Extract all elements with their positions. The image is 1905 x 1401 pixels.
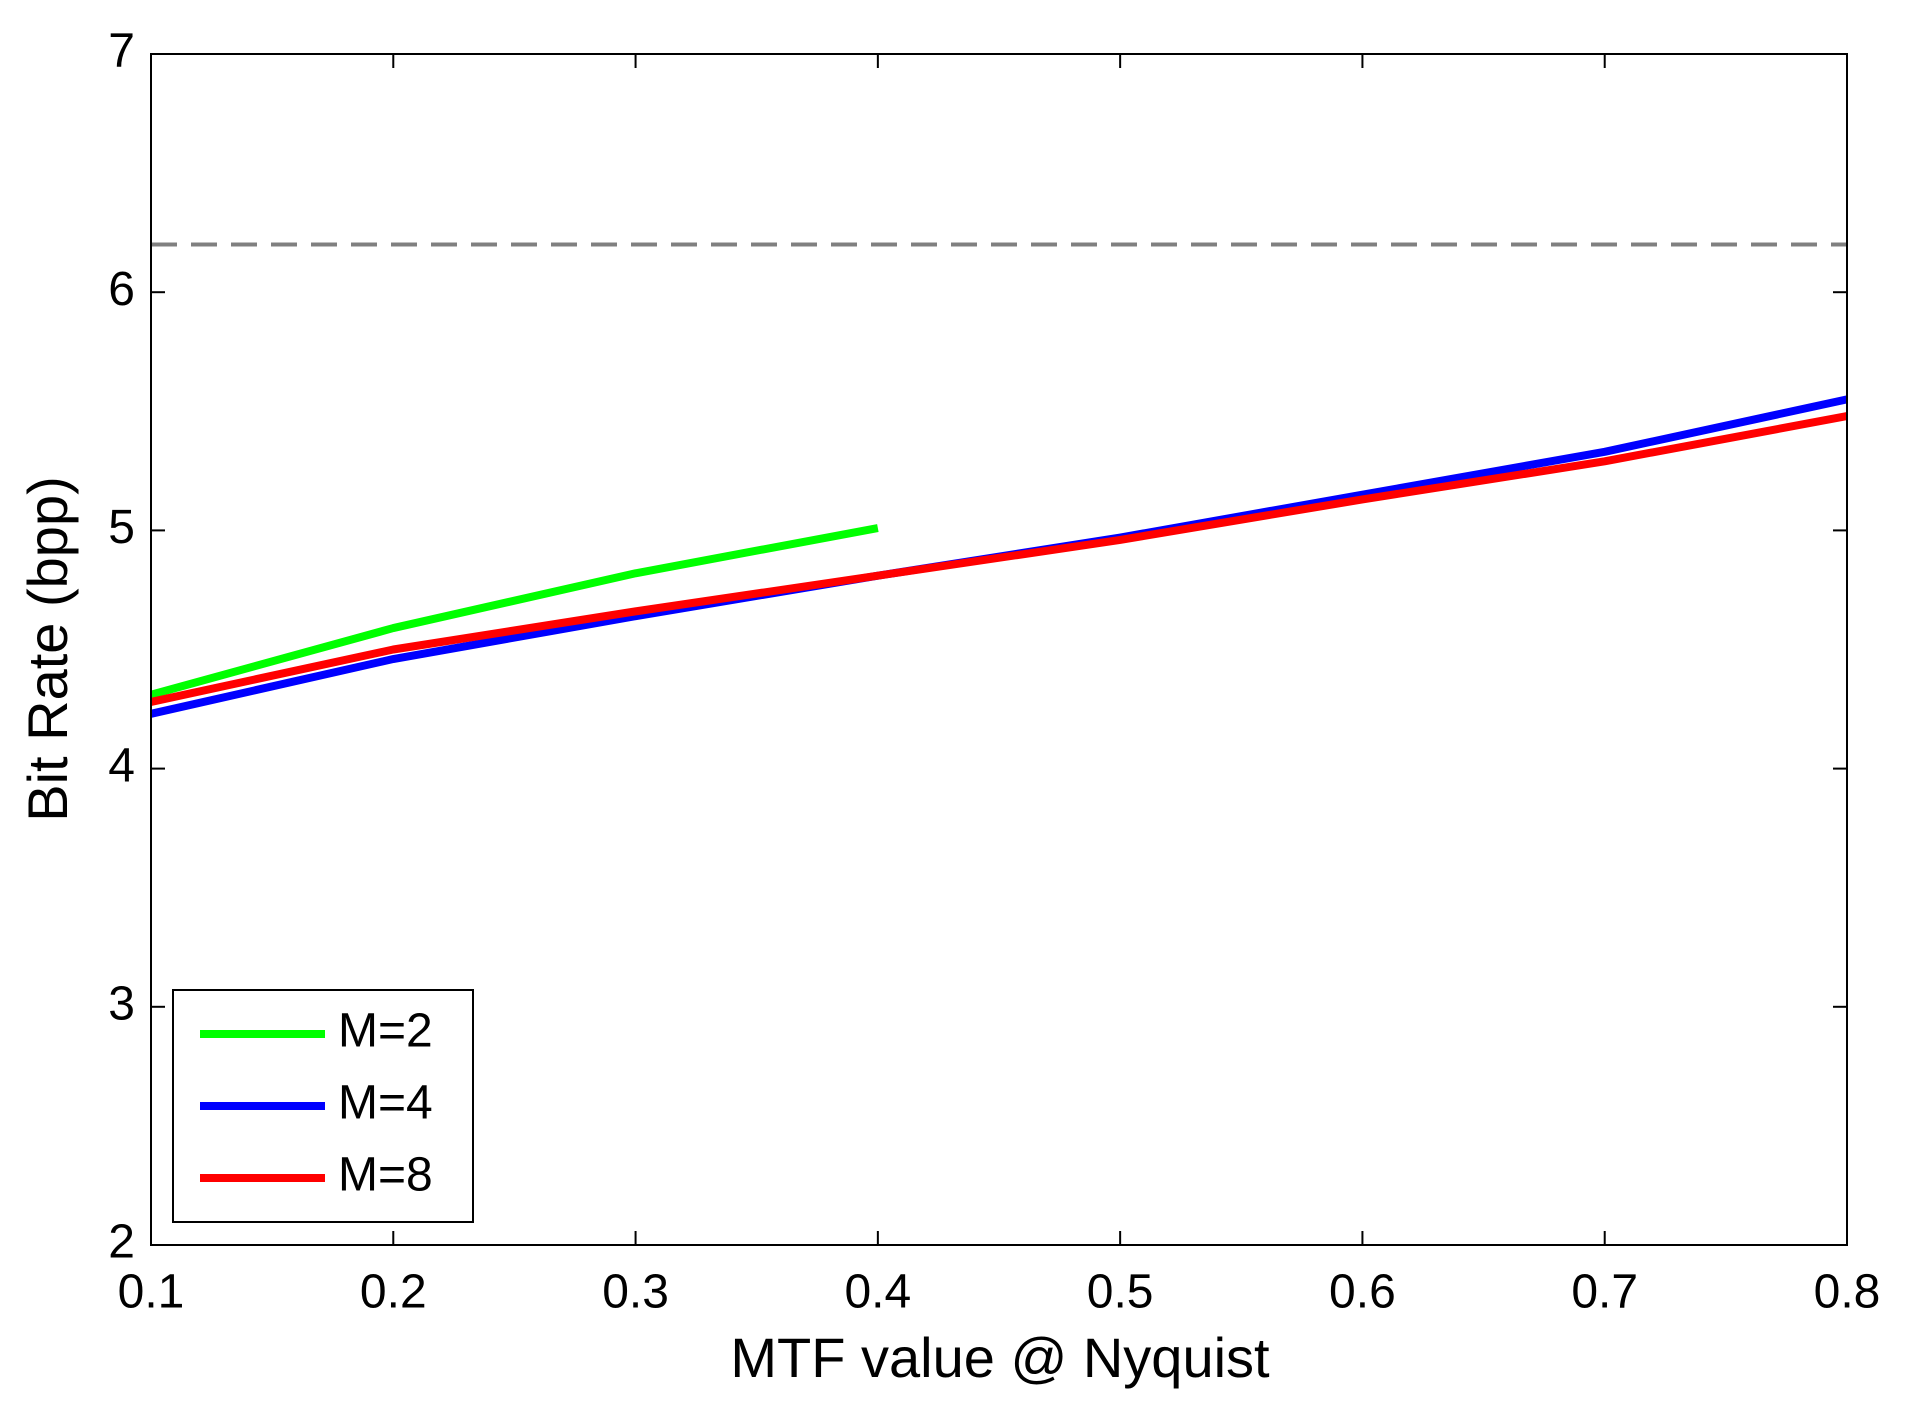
x-tick-label: 0.3 bbox=[602, 1266, 669, 1319]
y-tick-label: 4 bbox=[108, 739, 135, 792]
data-line bbox=[150, 412, 1848, 706]
x-axis-label: MTF value @ Nyquist bbox=[730, 1326, 1270, 1389]
x-tick-label: 0.8 bbox=[1814, 1266, 1881, 1319]
x-tick-label: 0.6 bbox=[1329, 1266, 1396, 1319]
y-tick-label: 6 bbox=[108, 263, 135, 316]
plot-frame bbox=[150, 53, 1848, 1246]
legend-label: M=2 bbox=[338, 1005, 433, 1058]
y-tick-label: 2 bbox=[108, 1216, 135, 1269]
x-tick-label: 0.7 bbox=[1571, 1266, 1638, 1319]
y-tick-label: 5 bbox=[108, 501, 135, 554]
x-tick-label: 0.2 bbox=[360, 1266, 427, 1319]
legend-label: M=8 bbox=[338, 1149, 433, 1202]
x-tick-label: 0.4 bbox=[844, 1266, 911, 1319]
data-line bbox=[149, 524, 879, 699]
x-tick-label: 0.1 bbox=[118, 1266, 185, 1319]
y-tick-label: 3 bbox=[108, 977, 135, 1030]
y-tick-label: 7 bbox=[108, 25, 135, 78]
legend-label: M=4 bbox=[338, 1077, 433, 1130]
x-tick-label: 0.5 bbox=[1087, 1266, 1154, 1319]
y-axis-label: Bit Rate (bpp) bbox=[16, 476, 79, 822]
